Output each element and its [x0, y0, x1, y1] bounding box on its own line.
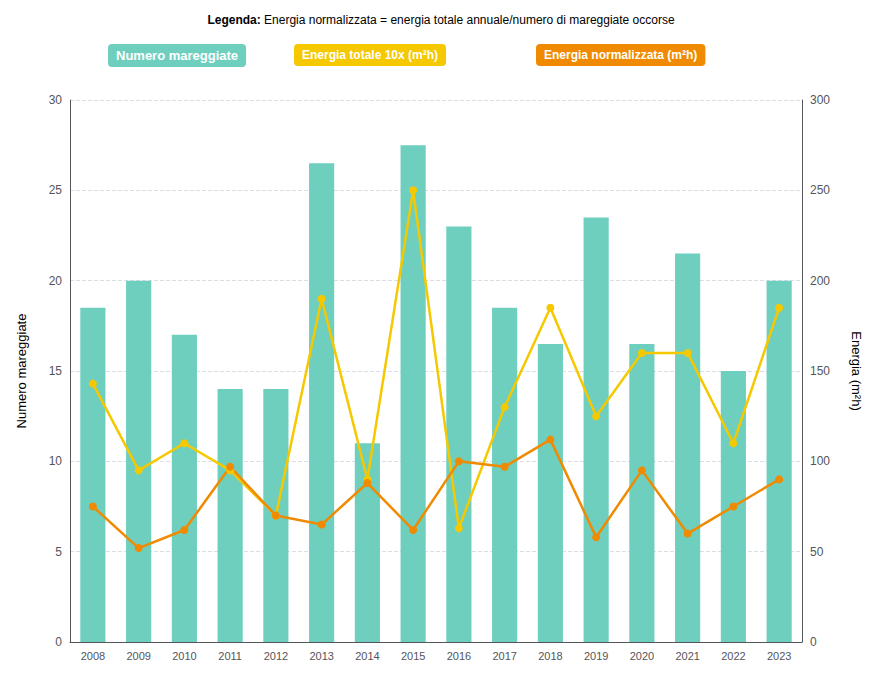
svg-text:2021: 2021 — [675, 650, 699, 662]
svg-text:2011: 2011 — [218, 650, 242, 662]
svg-text:2013: 2013 — [309, 650, 333, 662]
svg-text:2022: 2022 — [721, 650, 745, 662]
svg-text:15: 15 — [49, 364, 63, 378]
svg-text:2017: 2017 — [492, 650, 516, 662]
svg-text:Numero mareggiate: Numero mareggiate — [14, 314, 29, 429]
svg-text:30: 30 — [49, 93, 63, 107]
svg-text:2008: 2008 — [81, 650, 105, 662]
svg-text:Numero mareggiate: Numero mareggiate — [116, 48, 238, 63]
svg-text:Energia normalizzata = energia: Energia normalizzata = energia totale an… — [264, 13, 675, 27]
svg-text:2018: 2018 — [538, 650, 562, 662]
svg-text:2015: 2015 — [401, 650, 425, 662]
svg-text:2020: 2020 — [630, 650, 654, 662]
svg-text:2010: 2010 — [172, 650, 196, 662]
svg-text:5: 5 — [55, 545, 62, 559]
svg-text:100: 100 — [810, 454, 830, 468]
svg-text:2009: 2009 — [126, 650, 150, 662]
svg-text:250: 250 — [810, 183, 830, 197]
svg-text:10: 10 — [49, 454, 63, 468]
svg-text:Energia normalizzata (m²h): Energia normalizzata (m²h) — [544, 48, 697, 62]
svg-text:300: 300 — [810, 93, 830, 107]
svg-text:25: 25 — [49, 183, 63, 197]
svg-text:Energia totale 10x (m²h): Energia totale 10x (m²h) — [302, 48, 438, 62]
svg-text:0: 0 — [55, 635, 62, 649]
svg-text:Energia (m²h): Energia (m²h) — [849, 331, 864, 410]
svg-text:50: 50 — [810, 545, 824, 559]
svg-text:Legenda:: Legenda: — [207, 13, 260, 27]
svg-text:150: 150 — [810, 364, 830, 378]
svg-text:20: 20 — [49, 274, 63, 288]
svg-text:200: 200 — [810, 274, 830, 288]
svg-text:2014: 2014 — [355, 650, 379, 662]
svg-text:2012: 2012 — [264, 650, 288, 662]
svg-text:2016: 2016 — [447, 650, 471, 662]
svg-text:0: 0 — [810, 635, 817, 649]
svg-text:2019: 2019 — [584, 650, 608, 662]
svg-text:2023: 2023 — [767, 650, 791, 662]
